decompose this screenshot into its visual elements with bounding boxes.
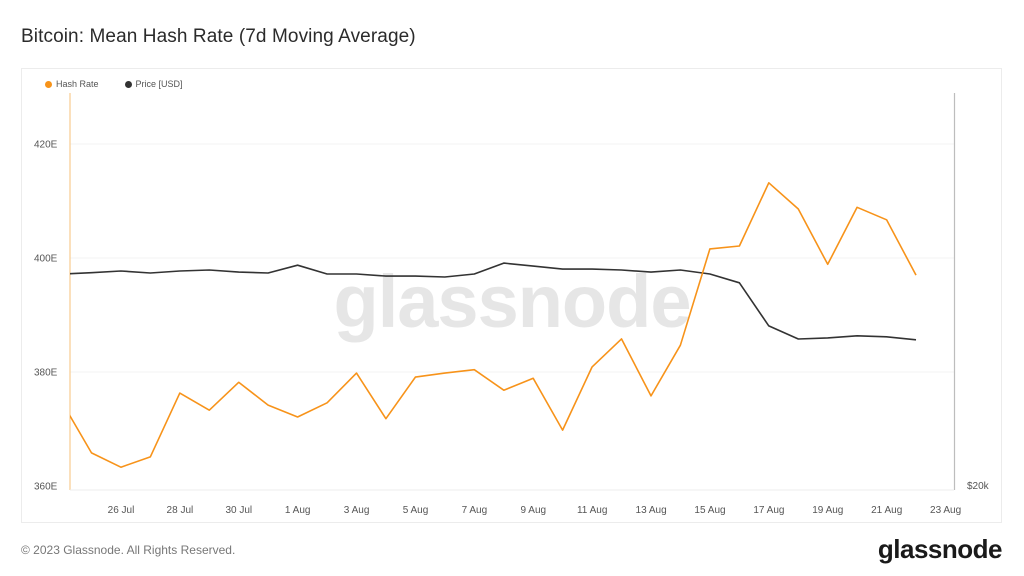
price-line: [70, 262, 917, 341]
y2-axis-tick: $20k: [967, 481, 990, 492]
x-axis-tick: 1 Aug: [285, 505, 311, 516]
y-axis-tick: 420E: [34, 140, 58, 151]
x-axis-tick: 28 Jul: [167, 505, 194, 516]
y-axis-ticks: 360E 380E 400E 420E: [34, 140, 58, 493]
x-axis-tick: 3 Aug: [344, 505, 370, 516]
x-axis-tick: 13 Aug: [636, 505, 667, 516]
brand-logo[interactable]: glassnode: [877, 534, 1003, 564]
x-axis-tick: 30 Jul: [225, 505, 252, 516]
hash-rate-line: [70, 182, 917, 469]
price-dot-icon: [124, 80, 132, 88]
hash-rate-dot-icon: [45, 80, 52, 88]
x-axis-tick: 21 Aug: [871, 505, 902, 516]
x-axis-tick: 15 Aug: [694, 505, 725, 516]
copyright-footer: © 2023 Glassnode. All Rights Reserved.: [21, 543, 236, 557]
x-axis-tick: 11 Aug: [577, 505, 607, 516]
legend-item-hash-rate[interactable]: Hash Rate: [45, 79, 99, 89]
legend-item-price[interactable]: Price [USD]: [124, 79, 183, 89]
x-axis-ticks: 26 Jul 28 Jul 30 Jul 1 Aug 3 Aug 5 Aug 7 Aug 9 …: [108, 505, 962, 516]
legend-label-price: Price [USD]: [135, 79, 183, 89]
legend-label-hash-rate: Hash Rate: [56, 79, 99, 89]
x-axis-tick: 9 Aug: [521, 505, 547, 516]
gridlines: [70, 143, 954, 373]
x-axis-tick: 17 Aug: [753, 505, 784, 516]
y-axis-tick: 380E: [34, 368, 58, 379]
x-axis-tick: 26 Jul: [108, 505, 135, 516]
x-axis-tick: 23 Aug: [930, 505, 961, 516]
y-axis-tick: 400E: [34, 254, 58, 265]
chart-legend: Hash Rate Price [USD]: [45, 79, 183, 89]
y-axis-tick: 360E: [34, 482, 58, 493]
x-axis-tick: 5 Aug: [403, 505, 429, 516]
chart-title: Bitcoin: Mean Hash Rate (7d Moving Avera…: [21, 26, 416, 47]
watermark: glassnode: [334, 260, 691, 343]
x-axis-tick: 19 Aug: [812, 505, 843, 516]
x-axis-tick: 7 Aug: [462, 505, 488, 516]
